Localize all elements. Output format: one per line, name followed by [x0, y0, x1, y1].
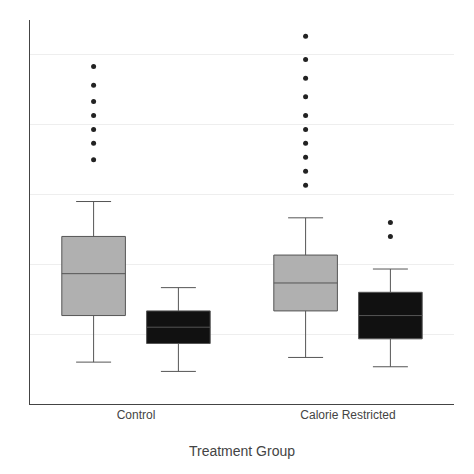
svg-text:Control: Control [117, 408, 156, 422]
svg-text:Calorie Restricted: Calorie Restricted [300, 408, 395, 422]
svg-text:Treatment Group: Treatment Group [189, 443, 295, 459]
